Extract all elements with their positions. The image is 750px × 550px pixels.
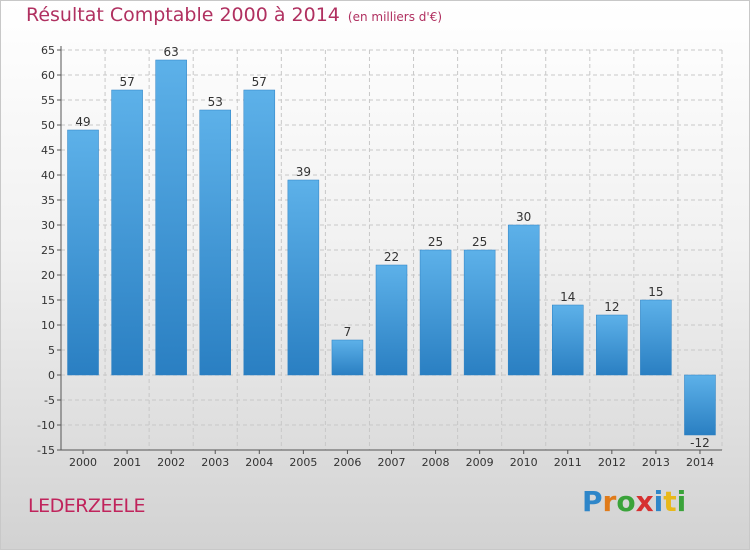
logo-letter-o: o [616, 485, 636, 518]
chart-title: Résultat Comptable 2000 à 2014 (en millie… [26, 4, 442, 26]
y-tick-label: -5 [44, 394, 55, 407]
x-tick-label: 2013 [642, 456, 670, 469]
logo-letter-t: t [663, 485, 677, 518]
data-label-2003: 53 [208, 95, 223, 109]
logo-letter-p: P [582, 485, 603, 518]
data-label-2006: 7 [344, 325, 352, 339]
bar-2012 [596, 314, 628, 376]
y-tick-label: -15 [37, 444, 55, 457]
data-label-2001: 57 [119, 75, 134, 89]
y-tick-label: 55 [41, 94, 55, 107]
x-tick-label: 2002 [157, 456, 185, 469]
x-tick-label: 2010 [510, 456, 538, 469]
x-tick-label: 2001 [113, 456, 141, 469]
x-tick-label: 2007 [378, 456, 406, 469]
bar-2013 [640, 299, 672, 376]
commune-name: LEDERZEELE [28, 495, 146, 517]
data-label-2008: 25 [428, 235, 443, 249]
bar-2009 [463, 249, 496, 376]
bar-2004 [243, 89, 276, 376]
x-tick-label: 2011 [554, 456, 582, 469]
data-label-2002: 63 [164, 45, 179, 59]
logo-letter-x: x [635, 485, 654, 518]
y-tick-label: 45 [41, 144, 55, 157]
proxiti-logo[interactable]: Proxiti [582, 485, 686, 518]
bar-2008 [419, 249, 452, 376]
y-tick-label: 20 [41, 269, 55, 282]
y-tick-label: 0 [48, 369, 55, 382]
y-tick-label: 30 [41, 219, 55, 232]
bar-2011 [552, 304, 584, 376]
bar-2003 [199, 109, 231, 376]
logo-letter-r: r [602, 485, 617, 518]
bar-2014 [684, 374, 716, 436]
y-tick-label: 60 [41, 69, 55, 82]
data-label-2010: 30 [516, 210, 531, 224]
bar-2005 [287, 179, 320, 376]
data-label-2005: 39 [296, 165, 311, 179]
bar-2001 [111, 89, 143, 376]
y-tick-label: 65 [41, 44, 55, 57]
axes: -15 -10 -5 0 5 10 15 20 25 30 35 40 45 50 55 60 65 2000 20… [37, 44, 722, 469]
logo-letter-i2: i [676, 485, 687, 518]
x-tick-label: 2003 [201, 456, 229, 469]
x-tick-label: 2008 [422, 456, 450, 469]
bar-2000 [67, 129, 99, 376]
data-labels: 49 57 63 53 57 39 7 22 25 25 30 14 12 15 -12 [75, 45, 709, 450]
bar-2006 [331, 339, 364, 376]
y-tick-label: 5 [48, 344, 55, 357]
y-tick-label: 50 [41, 119, 55, 132]
y-tick-label: -10 [37, 419, 55, 432]
y-tick-label: 15 [41, 294, 55, 307]
y-tick-label: 40 [41, 169, 55, 182]
y-tick-label: 35 [41, 194, 55, 207]
data-label-2014: -12 [690, 436, 710, 450]
data-label-2013: 15 [648, 285, 663, 299]
chart-subtitle: (en milliers d'€) [347, 10, 443, 24]
data-label-2004: 57 [252, 75, 267, 89]
logo-letter-i: i [653, 485, 664, 518]
bar-2007 [375, 264, 408, 376]
x-tick-label: 2000 [69, 456, 97, 469]
data-label-2009: 25 [472, 235, 487, 249]
bar-2010 [507, 224, 540, 376]
data-label-2000: 49 [75, 115, 90, 129]
x-tick-label: 2009 [466, 456, 494, 469]
title-text: Résultat Comptable 2000 à 2014 [26, 4, 340, 26]
x-tick-label: 2012 [598, 456, 626, 469]
x-tick-label: 2005 [289, 456, 317, 469]
data-label-2012: 12 [604, 300, 619, 314]
y-tick-label: 25 [41, 244, 55, 257]
bars [67, 59, 716, 436]
data-label-2007: 22 [384, 250, 399, 264]
data-label-2011: 14 [560, 290, 575, 304]
bar-2002 [155, 59, 187, 376]
y-tick-label: 10 [41, 319, 55, 332]
x-tick-label: 2006 [333, 456, 361, 469]
x-tick-label: 2004 [245, 456, 273, 469]
x-tick-label: 2014 [686, 456, 714, 469]
